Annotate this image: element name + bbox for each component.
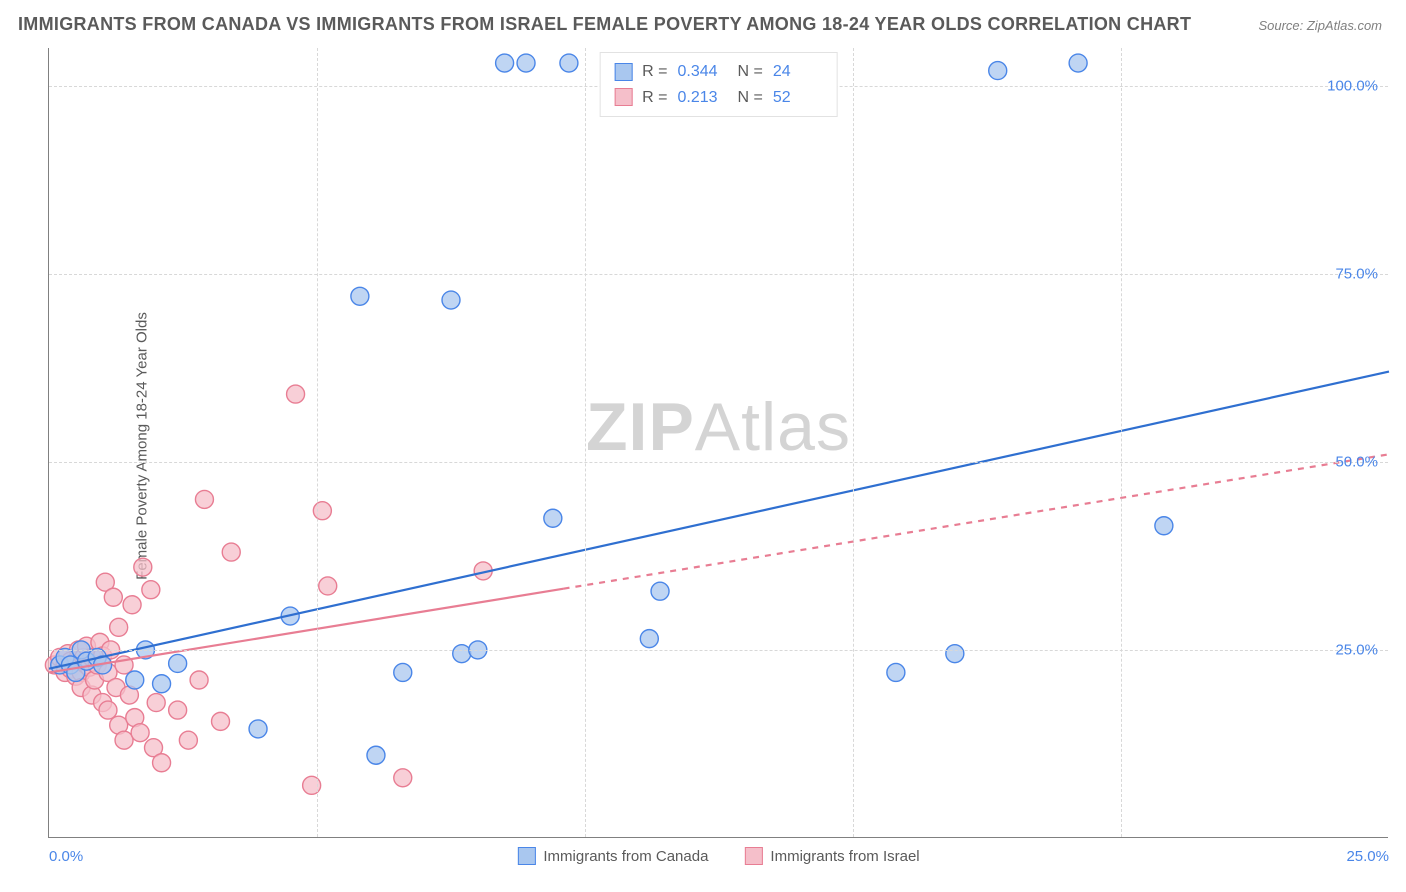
legend-label-canada: Immigrants from Canada <box>543 848 708 865</box>
scatter-point <box>887 663 905 681</box>
scatter-point <box>131 724 149 742</box>
scatter-point <box>496 54 514 72</box>
gridline-h <box>49 462 1388 463</box>
scatter-point <box>249 720 267 738</box>
ytick-label: 100.0% <box>1327 77 1378 94</box>
legend-item-israel: Immigrants from Israel <box>744 847 919 865</box>
n-label: N = <box>738 85 763 111</box>
xtick-label: 25.0% <box>1346 848 1389 865</box>
scatter-point <box>394 663 412 681</box>
scatter-point <box>134 558 152 576</box>
chart-svg <box>49 48 1388 837</box>
scatter-point <box>212 712 230 730</box>
scatter-point <box>153 754 171 772</box>
gridline-v <box>585 48 586 837</box>
swatch-canada <box>517 847 535 865</box>
scatter-point <box>222 543 240 561</box>
scatter-point <box>99 701 117 719</box>
scatter-point <box>560 54 578 72</box>
scatter-point <box>367 746 385 764</box>
source-attribution: Source: ZipAtlas.com <box>1258 18 1382 33</box>
scatter-point <box>517 54 535 72</box>
r-value-canada: 0.344 <box>678 59 728 85</box>
gridline-v <box>853 48 854 837</box>
scatter-point <box>123 596 141 614</box>
gridline-h <box>49 274 1388 275</box>
gridline-h <box>49 650 1388 651</box>
scatter-point <box>544 509 562 527</box>
scatter-point <box>115 731 133 749</box>
swatch-israel <box>614 88 632 106</box>
xtick-label: 0.0% <box>49 848 83 865</box>
scatter-point <box>1069 54 1087 72</box>
legend-item-canada: Immigrants from Canada <box>517 847 708 865</box>
stats-legend: R = 0.344 N = 24 R = 0.213 N = 52 <box>599 52 838 117</box>
scatter-point <box>351 287 369 305</box>
scatter-point <box>142 581 160 599</box>
chart-title: IMMIGRANTS FROM CANADA VS IMMIGRANTS FRO… <box>18 14 1191 35</box>
stats-row-israel: R = 0.213 N = 52 <box>614 85 823 111</box>
plot-area: ZIPAtlas R = 0.344 N = 24 R = 0.213 N = … <box>48 48 1388 838</box>
ytick-label: 75.0% <box>1335 265 1378 282</box>
scatter-point <box>394 769 412 787</box>
scatter-point <box>104 588 122 606</box>
r-label: R = <box>642 59 667 85</box>
scatter-point <box>147 694 165 712</box>
n-value-israel: 52 <box>773 85 823 111</box>
scatter-point <box>319 577 337 595</box>
scatter-point <box>453 645 471 663</box>
scatter-point <box>442 291 460 309</box>
scatter-point <box>190 671 208 689</box>
scatter-point <box>169 701 187 719</box>
scatter-point <box>989 62 1007 80</box>
trend-line <box>49 372 1389 669</box>
n-label: N = <box>738 59 763 85</box>
ytick-label: 50.0% <box>1335 453 1378 470</box>
gridline-v <box>1121 48 1122 837</box>
legend-label-israel: Immigrants from Israel <box>770 848 919 865</box>
scatter-point <box>153 675 171 693</box>
swatch-israel <box>744 847 762 865</box>
n-value-canada: 24 <box>773 59 823 85</box>
gridline-v <box>317 48 318 837</box>
scatter-point <box>287 385 305 403</box>
scatter-point <box>110 618 128 636</box>
swatch-canada <box>614 63 632 81</box>
stats-row-canada: R = 0.344 N = 24 <box>614 59 823 85</box>
trend-line-dashed <box>564 454 1389 588</box>
scatter-point <box>1155 517 1173 535</box>
scatter-point <box>640 630 658 648</box>
scatter-point <box>169 654 187 672</box>
scatter-point <box>179 731 197 749</box>
scatter-point <box>651 582 669 600</box>
scatter-point <box>126 671 144 689</box>
scatter-point <box>195 490 213 508</box>
scatter-point <box>946 645 964 663</box>
r-label: R = <box>642 85 667 111</box>
r-value-israel: 0.213 <box>678 85 728 111</box>
series-legend: Immigrants from Canada Immigrants from I… <box>517 847 919 865</box>
ytick-label: 25.0% <box>1335 641 1378 658</box>
